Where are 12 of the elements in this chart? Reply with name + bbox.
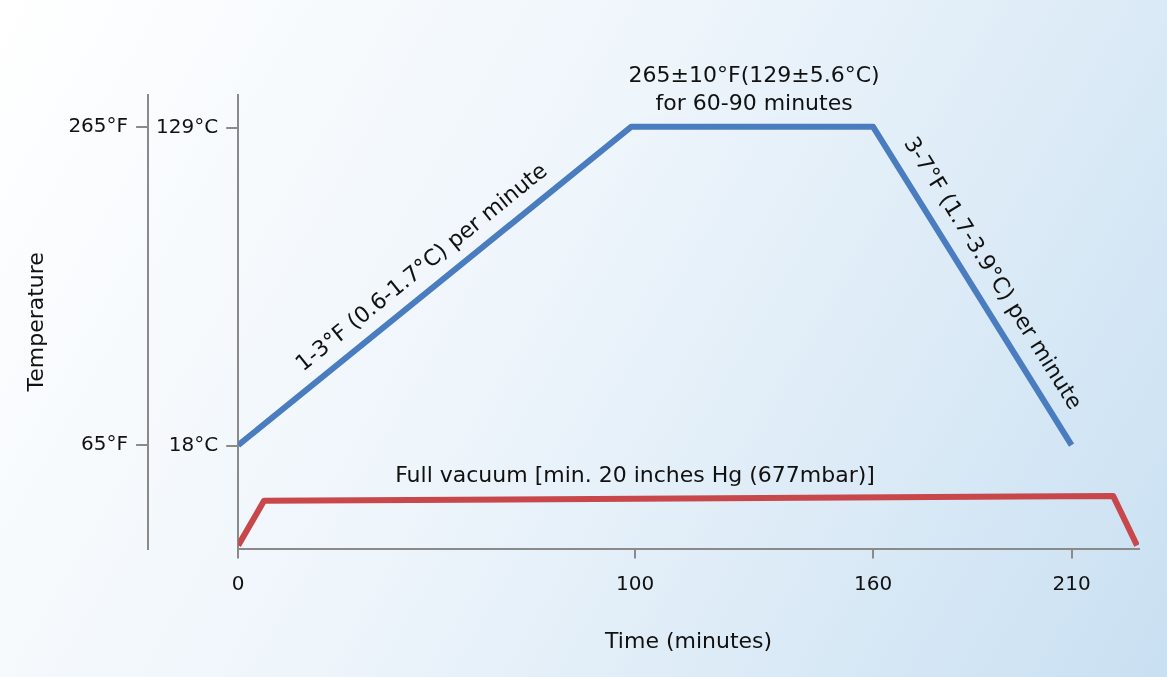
y2-tick-label: 18°C (168, 432, 219, 457)
x-tick-label: 100 (615, 570, 655, 595)
y-tick-label: 265°F (68, 113, 129, 138)
x-tick-label: 210 (1052, 570, 1091, 595)
annotation: Full vacuum [min. 20 inches Hg (677mbar)] (395, 461, 875, 487)
x-tick-label: 160 (854, 570, 893, 595)
y-axis-title: Temperature (22, 252, 48, 393)
x-axis-title: Time (minutes) (604, 627, 773, 653)
y2-tick-label: 129°C (156, 114, 219, 139)
y-tick-label: 65°F (81, 431, 129, 456)
x-tick-label: 0 (231, 570, 245, 595)
annotation: 265±10°F(129±5.6°C) for 60-90 minutes (628, 61, 880, 115)
